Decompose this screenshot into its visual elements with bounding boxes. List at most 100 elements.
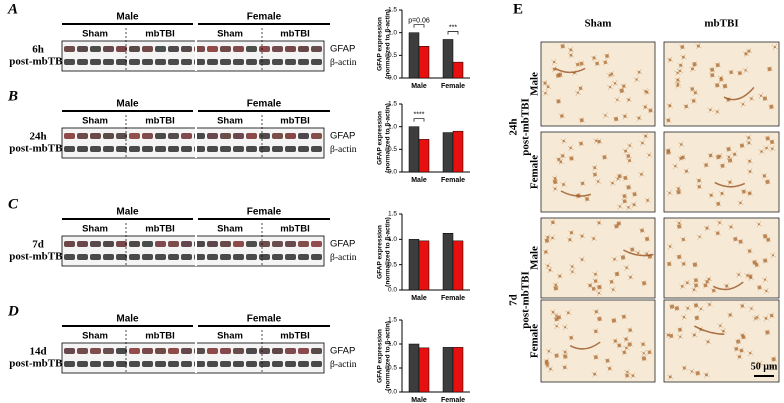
process xyxy=(565,309,572,316)
process xyxy=(579,180,586,187)
process xyxy=(762,257,769,264)
process xyxy=(604,357,611,364)
band-actin xyxy=(181,146,192,152)
process xyxy=(771,43,778,51)
bar xyxy=(442,132,454,173)
process xyxy=(633,76,640,83)
process xyxy=(620,313,628,320)
process xyxy=(696,233,703,240)
x-tick-label: Male xyxy=(411,397,427,403)
process xyxy=(592,354,600,361)
bar xyxy=(442,39,454,79)
process xyxy=(666,260,673,268)
bar xyxy=(408,32,420,79)
band-gfap xyxy=(116,348,127,354)
band-label: GFAP xyxy=(330,44,355,55)
process xyxy=(735,338,742,345)
micrograph xyxy=(663,299,780,383)
process xyxy=(610,286,617,293)
timepoint: post-mbTBI xyxy=(520,98,532,155)
process xyxy=(668,303,676,310)
band-actin xyxy=(259,146,270,152)
process xyxy=(594,178,602,185)
process xyxy=(665,149,672,156)
process xyxy=(679,43,686,51)
vessel xyxy=(623,249,654,257)
process xyxy=(642,132,649,140)
group-label: Female xyxy=(247,314,282,325)
process xyxy=(596,284,603,291)
band-actin xyxy=(129,59,140,65)
process xyxy=(679,283,686,290)
timepoint: post-mbTBI xyxy=(9,358,66,370)
band-gfap xyxy=(233,133,244,139)
band-gfap xyxy=(233,348,244,354)
process xyxy=(690,286,698,293)
process xyxy=(546,266,554,274)
band-actin xyxy=(64,59,75,65)
panel-letter: A xyxy=(7,1,18,17)
process xyxy=(642,88,649,95)
process xyxy=(542,248,549,256)
band-actin xyxy=(142,59,153,65)
process xyxy=(561,364,568,371)
process xyxy=(689,65,696,73)
y-tick-label: 1.0 xyxy=(388,341,397,348)
process xyxy=(756,360,764,367)
process xyxy=(764,178,771,186)
process xyxy=(717,152,724,160)
band-actin xyxy=(155,361,166,367)
bar xyxy=(408,343,420,393)
x-tick-label: Female xyxy=(441,397,465,403)
process xyxy=(624,372,631,379)
bar xyxy=(452,240,464,291)
process xyxy=(666,189,673,197)
process xyxy=(622,335,630,343)
process xyxy=(689,85,696,93)
process xyxy=(714,108,721,115)
y-tick-label: 1.0 xyxy=(388,236,397,243)
timepoint: 14d xyxy=(29,346,46,358)
process xyxy=(735,271,742,278)
process xyxy=(676,253,683,261)
process xyxy=(746,190,753,197)
band-actin xyxy=(181,254,192,260)
vessel xyxy=(723,86,755,101)
process xyxy=(674,82,681,89)
process xyxy=(596,315,603,323)
process xyxy=(727,311,734,319)
band-label: β-actin xyxy=(330,58,357,68)
timepoint: 6h xyxy=(32,44,44,56)
timepoint: post-mbTBI xyxy=(9,56,66,68)
process xyxy=(665,117,672,124)
process xyxy=(547,366,554,373)
process xyxy=(681,364,688,372)
band-actin xyxy=(220,59,231,65)
process xyxy=(697,305,705,313)
band-gfap xyxy=(155,133,166,139)
vessel xyxy=(569,341,601,350)
process xyxy=(739,302,746,310)
process xyxy=(702,282,709,289)
band-gfap xyxy=(298,133,309,139)
bar xyxy=(452,347,464,393)
process xyxy=(691,61,698,68)
treatment-label: mbTBI xyxy=(280,224,310,235)
band-gfap xyxy=(259,241,270,247)
band-gfap xyxy=(311,348,322,354)
process xyxy=(559,152,566,159)
process xyxy=(768,364,775,371)
treatment-label: Sham xyxy=(82,331,108,342)
process xyxy=(768,138,776,146)
band-gfap xyxy=(64,46,75,52)
band-actin xyxy=(246,146,257,152)
micrograph xyxy=(663,131,780,213)
band-actin xyxy=(298,254,309,260)
band-actin xyxy=(116,254,127,260)
band-gfap xyxy=(116,133,127,139)
process xyxy=(748,95,755,102)
y-tick-label: 1.5 xyxy=(388,317,397,324)
band-gfap xyxy=(142,46,153,52)
